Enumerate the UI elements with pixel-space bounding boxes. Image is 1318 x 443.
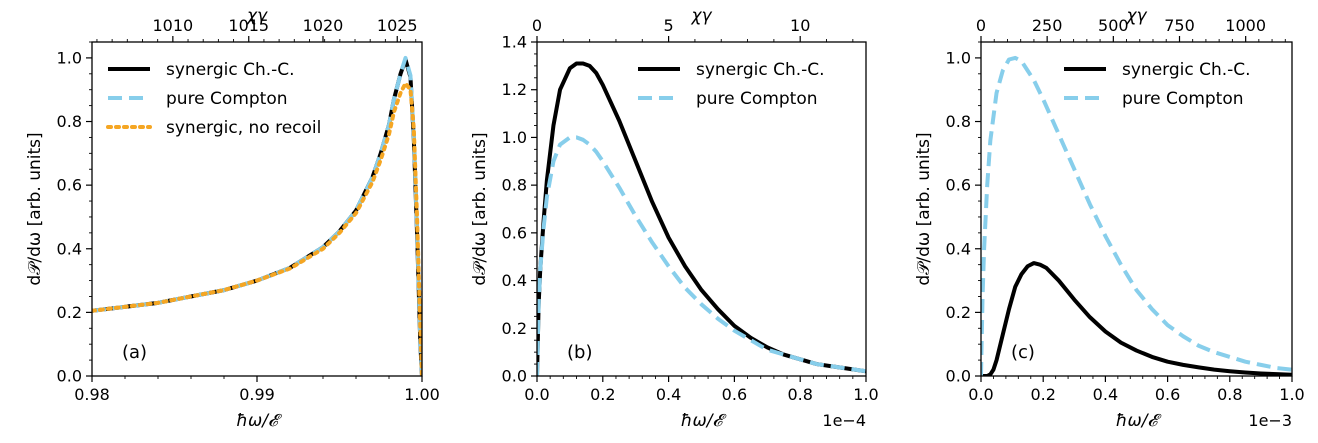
panel-label: (b) (567, 342, 592, 363)
legend-label: pure Compton (696, 89, 818, 109)
x-axis-label: ħω/𝓔 (681, 411, 728, 431)
series-line-1 (537, 61, 866, 376)
y-axis-label: d𝒫/dω [arb. units] (914, 132, 934, 285)
x-tick-label: 0.4 (1093, 385, 1118, 404)
y-axis-label: d𝒫/dω [arb. units] (25, 132, 45, 285)
top-tick-label: 1000 (1225, 16, 1266, 35)
panel-3: 0.0 0.2 0.4 0.6 0.8 1.0 0.0 0.2 0.4 0.6 0.8 1.0 0 250… (914, 6, 1305, 431)
y-tick-label: 1.4 (502, 33, 527, 52)
y-tick-label: 0.8 (502, 176, 527, 195)
x-axis-label: ħω/𝓔 (1116, 411, 1163, 431)
y-tick-label: 0.2 (946, 303, 971, 322)
y-axis-label: d𝒫/dω [arb. units] (470, 132, 490, 285)
panel-label: (c) (1011, 342, 1035, 363)
x-tick-label: 0.8 (787, 385, 812, 404)
top-tick-label: 0 (532, 16, 542, 35)
top-tick-label: 1015 (228, 16, 269, 35)
plot-frame (980, 41, 1293, 377)
x-tick-label: 1.00 (404, 385, 440, 404)
y-tick-label: 0.6 (57, 176, 82, 195)
y-tick-label: 0.2 (502, 319, 527, 338)
top-tick-label: 0 (976, 16, 986, 35)
x-tick-label: 0.4 (656, 385, 681, 404)
series-line-2 (981, 55, 1292, 376)
x-tick-label: 0.0 (968, 385, 993, 404)
x-offset-label: 1e−3 (1248, 411, 1292, 430)
y-tick-label: 1.0 (946, 48, 971, 67)
y-tick-label: 0.0 (502, 367, 527, 386)
y-tick-label: 1.0 (57, 48, 82, 67)
x-tick-label: 0.2 (590, 385, 615, 404)
series-line-1 (981, 261, 1292, 376)
y-tick-label: 0.6 (946, 176, 971, 195)
legend: synergic Ch.-C. pure Compton synergic, no … (106, 60, 321, 138)
series-line-2 (537, 135, 866, 376)
y-tick-label: 0.4 (946, 239, 971, 258)
y-tick-label: 1.2 (502, 80, 527, 99)
legend: synergic Ch.-C. pure Compton (1064, 60, 1251, 109)
legend-label: pure Compton (1122, 89, 1244, 109)
top-tick-label: 750 (1164, 16, 1195, 35)
x-tick-label: 0.8 (1217, 385, 1242, 404)
legend-label: synergic, no recoil (166, 118, 321, 138)
series-line-3 (92, 81, 422, 376)
top-tick-label: 10 (790, 16, 810, 35)
top-axis-label: χγ (1125, 6, 1147, 26)
panel-1: 0.98 0.99 1.00 0.0 0.2 0.4 0.6 0.8 1.0 1010 1015 10… (25, 6, 440, 431)
top-tick-label: 1020 (303, 16, 344, 35)
legend-label: synergic Ch.-C. (166, 60, 295, 80)
y-tick-label: 0.4 (57, 239, 82, 258)
y-tick-label: 0.0 (946, 367, 971, 386)
legend: synergic Ch.-C. pure Compton (638, 60, 825, 109)
x-tick-label: 0.2 (1030, 385, 1055, 404)
x-tick-label: 0.0 (524, 385, 549, 404)
x-axis-label: ħω/𝓔 (236, 411, 283, 431)
x-tick-label: 0.99 (239, 385, 275, 404)
y-tick-label: 0.0 (57, 367, 82, 386)
top-tick-label: 5 (664, 16, 674, 35)
y-tick-label: 0.2 (57, 303, 82, 322)
x-tick-label: 0.6 (1155, 385, 1180, 404)
x-tick-label: 1.0 (1279, 385, 1304, 404)
legend-label: synergic Ch.-C. (1122, 60, 1251, 80)
y-tick-label: 0.8 (57, 112, 82, 131)
top-axis-label: χγ (690, 6, 712, 26)
y-tick-label: 0.4 (502, 271, 527, 290)
top-axis-label: χγ (246, 6, 268, 26)
y-tick-label: 1.0 (502, 128, 527, 147)
top-tick-label: 250 (1032, 16, 1063, 35)
x-offset-label: 1e−4 (822, 411, 866, 430)
panel-label: (a) (122, 342, 147, 363)
top-tick-label: 1010 (152, 16, 193, 35)
top-tick-label: 1025 (377, 16, 418, 35)
y-tick-label: 0.8 (946, 112, 971, 131)
x-tick-label: 0.6 (722, 385, 747, 404)
legend-label: pure Compton (166, 89, 288, 109)
x-tick-label: 1.0 (853, 385, 878, 404)
panel-2: 0.0 0.2 0.4 0.6 0.8 1.0 0.0 0.2 0.4 0.6 0.8 1.0 1.2 1… (470, 6, 879, 431)
x-tick-label: 0.98 (74, 385, 110, 404)
legend-label: synergic Ch.-C. (696, 60, 825, 80)
y-tick-label: 0.6 (502, 223, 527, 242)
top-tick-label: 500 (1098, 16, 1129, 35)
